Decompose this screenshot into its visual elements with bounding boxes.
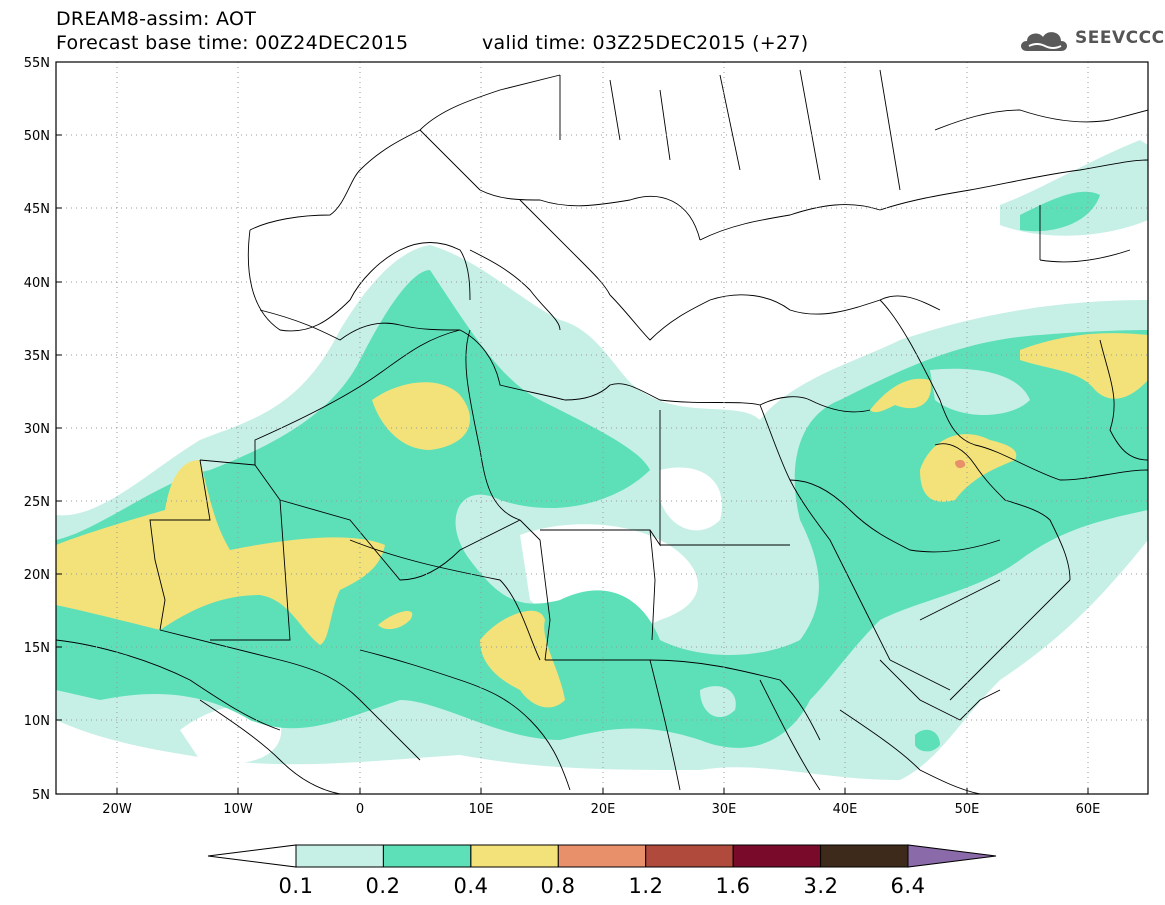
- colorbar-label: 0.8: [541, 874, 576, 898]
- lon-label: 60E: [1076, 802, 1101, 817]
- lon-label: 50E: [955, 802, 980, 817]
- colorbar-label: 0.2: [366, 874, 401, 898]
- colorbar-cell: [295, 844, 384, 868]
- lat-label: 55N: [24, 56, 50, 71]
- lon-label: 10E: [469, 802, 494, 817]
- aot-field: [56, 140, 1148, 780]
- lon-label: 20E: [591, 802, 616, 817]
- map-title: DREAM8-assim: AOT: [56, 8, 257, 30]
- colorbar-label: 0.1: [279, 874, 314, 898]
- lat-label: 25N: [24, 495, 50, 510]
- lon-label: 10W: [223, 802, 253, 817]
- colorbar-cell: [645, 844, 734, 868]
- aot-contour-0.2: [56, 270, 1148, 748]
- colorbar-label: 6.4: [891, 874, 926, 898]
- colorbar-over-arrow: [907, 844, 997, 868]
- country-borders: [56, 69, 1148, 794]
- lat-label: 20N: [24, 568, 50, 583]
- colorbar-cell: [732, 844, 822, 868]
- lat-label: 35N: [24, 349, 50, 364]
- lon-label: 20W: [102, 802, 132, 817]
- axis-ticks: [56, 61, 1089, 795]
- lat-label: 30N: [24, 422, 50, 437]
- valid-time: valid time: 03Z25DEC2015 (+27): [482, 32, 809, 54]
- lat-label: 40N: [24, 276, 50, 291]
- logo-text: SEEVCCC: [1075, 28, 1165, 48]
- map-grid: [56, 62, 1148, 794]
- lat-label: 45N: [24, 202, 50, 217]
- colorbar-under-arrow: [207, 844, 297, 868]
- colorbar: 0.1 0.2 0.4 0.8 1.2 1.6 3.2 6.4: [207, 844, 997, 898]
- colorbar-cell: [820, 844, 909, 868]
- lon-label: 0: [356, 802, 364, 817]
- lon-label: 40E: [833, 802, 858, 817]
- forecast-base-time: Forecast base time: 00Z24DEC2015: [56, 32, 409, 54]
- colorbar-label: 1.6: [716, 874, 751, 898]
- colorbar-label: 1.2: [629, 874, 664, 898]
- colorbar-label: 0.4: [454, 874, 489, 898]
- lat-label: 5N: [32, 788, 50, 803]
- lon-label: 30E: [712, 802, 737, 817]
- cloud-icon: [1021, 32, 1067, 51]
- colorbar-cell: [557, 844, 647, 868]
- lat-label: 50N: [24, 129, 50, 144]
- colorbar-label: 3.2: [804, 874, 839, 898]
- lat-label: 10N: [24, 714, 50, 729]
- aot-contour-0.4: [56, 460, 385, 645]
- colorbar-cell: [470, 844, 559, 868]
- seevccc-logo: SEEVCCC: [1017, 25, 1164, 55]
- colorbar-cell: [382, 844, 472, 868]
- lat-label: 15N: [24, 641, 50, 656]
